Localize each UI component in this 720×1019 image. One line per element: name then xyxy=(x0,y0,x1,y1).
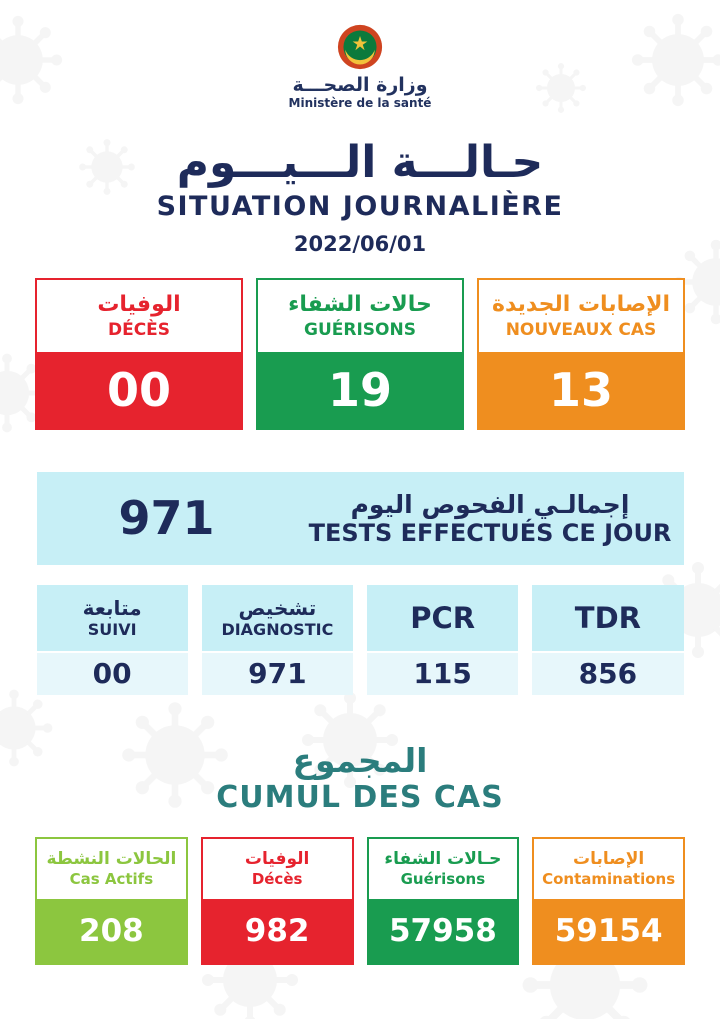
daily-new-cases-labels: الإصابات الجديدة NOUVEAUX CAS xyxy=(479,279,683,352)
cumulative-title-arabic: المجموع xyxy=(292,740,428,780)
cumulative-active-cases-label-french: Cas Actifs xyxy=(69,870,154,889)
ministry-logo xyxy=(337,24,383,70)
breakdown-suivi-label-arabic: متابعة xyxy=(82,596,142,621)
breakdown-pcr-header: PCR xyxy=(367,584,519,651)
breakdown-suivi-value: 00 xyxy=(36,652,188,695)
breakdown-diagnostic-header: تشخيص DIAGNOSTIC xyxy=(201,584,353,651)
breakdown-suivi: متابعة SUIVI 00 xyxy=(36,584,188,695)
cumulative-recoveries-label-french: Guérisons xyxy=(400,870,486,889)
breakdown-tdr-label-french: TDR xyxy=(574,600,641,635)
page-title-french: SITUATION JOURNALIÈRE xyxy=(156,190,564,222)
cumulative-recoveries-value: 57958 xyxy=(368,898,518,963)
cumulative-active-cases-value: 208 xyxy=(37,898,186,963)
daily-stats-row: الوفيات DÉCÈS 00 حالات الشفاء GUÉRISONS … xyxy=(35,277,685,430)
cumulative-recoveries-labels: حـالات الشفاء Guérisons xyxy=(368,838,518,899)
breakdown-diagnostic-label-french: DIAGNOSTIC xyxy=(221,620,334,640)
cumulative-deaths-card: الوفيات Décès 982 xyxy=(200,836,354,965)
cumulative-contaminations-labels: الإصابات Contaminations xyxy=(534,838,683,899)
tests-total-value: 971 xyxy=(118,491,215,546)
cumulative-deaths-value: 982 xyxy=(202,898,352,963)
cumulative-contaminations-card: الإصابات Contaminations 59154 xyxy=(532,836,685,965)
breakdown-tdr-value: 856 xyxy=(532,652,684,695)
breakdown-diagnostic: تشخيص DIAGNOSTIC 971 xyxy=(201,584,353,695)
tests-label-french: TESTS EFFECTUÉS CE JOUR xyxy=(308,518,672,547)
daily-new-cases-value: 13 xyxy=(479,351,683,428)
daily-deaths-card: الوفيات DÉCÈS 00 xyxy=(35,277,243,430)
breakdown-pcr-label-french: PCR xyxy=(410,600,476,635)
ministry-name-arabic: وزارة الصحـــة xyxy=(292,74,428,96)
tests-total-labels: إجمالـي الفحوص اليوم TESTS EFFECTUÉS CE … xyxy=(297,490,684,547)
cumulative-contaminations-label-arabic: الإصابات xyxy=(573,849,645,870)
daily-recoveries-label-french: GUÉRISONS xyxy=(304,319,416,340)
cumulative-deaths-label-french: Décès xyxy=(251,870,303,889)
daily-recoveries-card: حالات الشفاء GUÉRISONS 19 xyxy=(256,277,464,430)
breakdown-pcr-value: 115 xyxy=(367,652,519,695)
breakdown-pcr: PCR 115 xyxy=(367,584,519,695)
cumulative-deaths-label-arabic: الوفيات xyxy=(244,849,310,870)
header: وزارة الصحـــة Ministère de la santé xyxy=(288,24,432,110)
report-date: 2022/06/01 xyxy=(293,231,427,256)
breakdown-diagnostic-label-arabic: تشخيص xyxy=(238,596,317,621)
cumulative-active-cases-label-arabic: الحالات النشطة xyxy=(46,849,177,870)
cumulative-contaminations-value: 59154 xyxy=(534,898,683,963)
daily-new-cases-label-french: NOUVEAUX CAS xyxy=(505,319,657,340)
breakdown-tdr-header: TDR xyxy=(532,584,684,651)
daily-deaths-labels: الوفيات DÉCÈS xyxy=(37,279,241,352)
daily-new-cases-label-arabic: الإصابات الجديدة xyxy=(491,291,671,317)
page-title-arabic: حـالـــة الـــيـــوم xyxy=(176,137,544,188)
breakdown-suivi-header: متابعة SUIVI xyxy=(36,584,188,651)
daily-new-cases-card: الإصابات الجديدة NOUVEAUX CAS 13 xyxy=(477,277,685,430)
daily-recoveries-labels: حالات الشفاء GUÉRISONS xyxy=(258,279,462,352)
daily-deaths-label-arabic: الوفيات xyxy=(97,291,181,317)
breakdown-suivi-label-french: SUIVI xyxy=(87,620,137,640)
daily-recoveries-value: 19 xyxy=(258,351,462,428)
cumulative-title-french: CUMUL DES CAS xyxy=(216,779,504,815)
cumulative-active-cases-labels: الحالات النشطة Cas Actifs xyxy=(37,838,186,899)
cumulative-contaminations-label-french: Contaminations xyxy=(542,870,676,889)
breakdown-tdr: TDR 856 xyxy=(532,584,684,695)
breakdown-diagnostic-value: 971 xyxy=(201,652,353,695)
daily-recoveries-label-arabic: حالات الشفاء xyxy=(288,291,432,317)
tests-label-arabic: إجمالـي الفحوص اليوم xyxy=(350,489,630,519)
cumulative-stats-row: الحالات النشطة Cas Actifs 208 الوفيات Dé… xyxy=(35,836,685,965)
cumulative-active-cases-card: الحالات النشطة Cas Actifs 208 xyxy=(35,836,188,965)
tests-breakdown-row: متابعة SUIVI 00 تشخيص DIAGNOSTIC 971 PCR… xyxy=(36,584,684,695)
daily-deaths-label-french: DÉCÈS xyxy=(107,319,171,340)
cumulative-recoveries-label-arabic: حـالات الشفاء xyxy=(384,849,502,870)
ministry-name-french: Ministère de la santé xyxy=(288,96,432,110)
tests-total-box: 971 إجمالـي الفحوص اليوم TESTS EFFECTUÉS… xyxy=(36,471,684,565)
cumulative-recoveries-card: حـالات الشفاء Guérisons 57958 xyxy=(366,836,520,965)
cumulative-deaths-labels: الوفيات Décès xyxy=(202,838,352,899)
daily-deaths-value: 00 xyxy=(37,351,241,428)
